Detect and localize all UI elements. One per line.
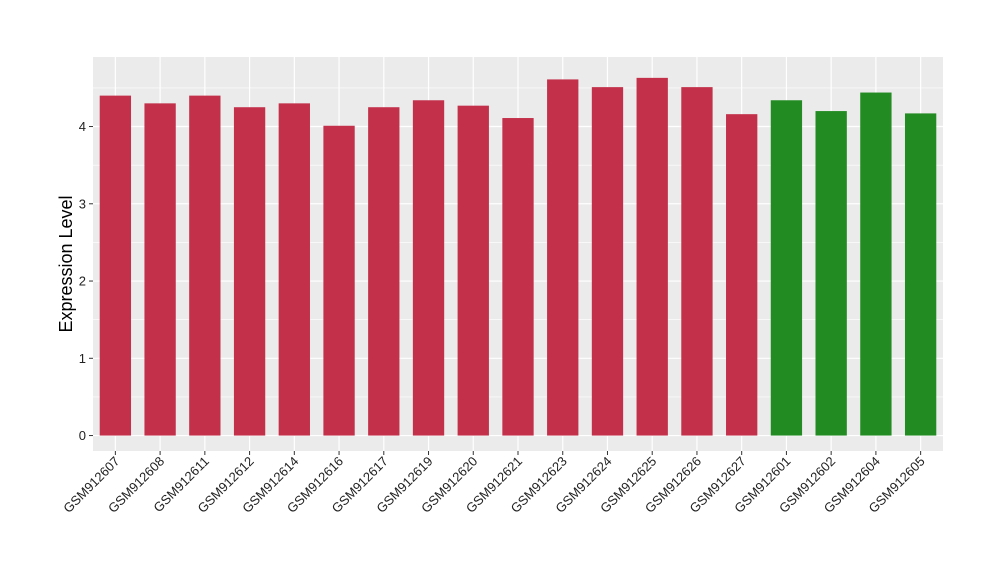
- bar-GSM912611: [189, 95, 221, 436]
- bar-GSM912604: [860, 92, 892, 436]
- bar-GSM912624: [591, 87, 624, 436]
- bars: [99, 77, 937, 436]
- bar-GSM912619: [412, 100, 445, 436]
- y-tick-label: 2: [79, 274, 86, 289]
- y-tick-label: 1: [79, 351, 86, 366]
- bar-GSM912625: [636, 77, 668, 436]
- y-tick-label: 3: [79, 196, 86, 211]
- bar-GSM912601: [770, 100, 803, 436]
- x-axis: GSM912607GSM912608GSM912611GSM912612GSM9…: [60, 451, 928, 516]
- bar-GSM912614: [278, 103, 310, 436]
- bar-GSM912608: [144, 103, 176, 436]
- bar-GSM912612: [233, 107, 266, 436]
- y-axis: 0 1 2 3 4: [79, 119, 93, 443]
- y-axis-title: Expression Level: [56, 195, 76, 332]
- bar-GSM912626: [681, 87, 713, 436]
- bar-GSM912623: [547, 79, 579, 436]
- bar-GSM912607: [99, 95, 132, 436]
- bar-GSM912616: [323, 125, 355, 436]
- y-tick-label: 0: [79, 428, 86, 443]
- bar-GSM912617: [368, 107, 400, 436]
- y-tick-label: 4: [79, 119, 86, 134]
- bar-GSM912627: [726, 114, 758, 436]
- bar-GSM912620: [457, 105, 489, 436]
- bar-GSM912621: [502, 118, 534, 436]
- bar-GSM912602: [815, 111, 847, 436]
- bar-GSM912605: [904, 113, 937, 436]
